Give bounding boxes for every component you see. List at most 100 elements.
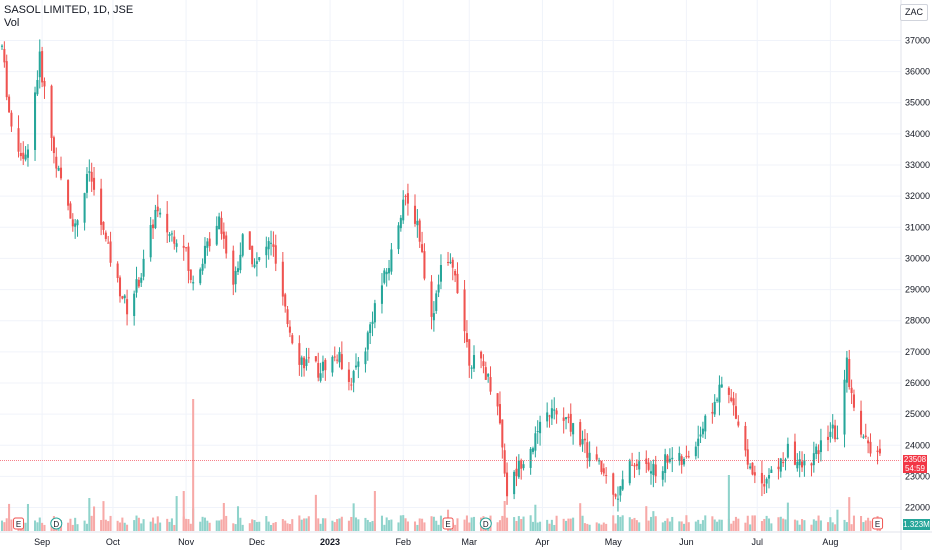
candle-body [548,415,551,417]
event-marker-label: E [875,520,880,529]
volume-bar [366,519,369,531]
dividend-marker-icon[interactable]: D [50,517,63,530]
candle-body [619,486,622,496]
volume-bar [185,518,188,531]
volume-bar [5,518,8,531]
volume-bar [716,521,719,531]
volume-bar [826,522,830,531]
last-price-value: 23508 [903,454,927,464]
volume-bar [215,520,218,531]
volume-bar [456,518,459,531]
volume-bar [38,517,41,531]
volume-bar [187,519,190,531]
volume-bar [133,520,136,531]
dividend-marker-icon[interactable]: D [479,517,492,530]
candle-body [423,251,426,279]
volume-bar [718,519,721,531]
volume-bar [529,515,532,531]
candle-body [88,171,91,173]
price-axis[interactable]: 22000 23000 24000 25000 26000 27000 28000 29000… [905,35,930,512]
volume-bar [565,520,568,531]
volume-bar [203,517,206,531]
volume-bar [782,518,785,531]
candle-body [270,242,273,244]
candle-body [140,277,143,283]
candle-body [272,244,275,247]
candle-body [605,475,608,477]
currency-button[interactable]: ZAC [900,4,928,21]
candle-body [867,440,870,444]
volume-bar [288,523,291,531]
volume-bar [90,515,93,531]
candle-body [69,203,72,219]
candle-body [534,433,537,451]
candle-body [26,149,29,158]
volume-bar [421,518,424,531]
volume-bar [206,520,209,531]
time-tick-label: Jun [679,537,694,547]
volume-bar [817,515,820,531]
candle-body [718,384,721,403]
candle-body [189,269,192,280]
symbol-title: SASOL LIMITED, 1D, JSE [4,4,134,16]
candle-body [793,441,796,465]
time-axis[interactable]: Sep Oct Nov Dec 2023 Feb Mar Apr May Jun Jul Aug [34,537,838,547]
candle-body [416,220,419,226]
volume-bar [616,515,619,531]
candle-body [413,205,417,224]
volume-bar [123,522,126,531]
candle-body [373,303,376,323]
volume-bar [373,491,376,531]
earnings-marker-icon[interactable]: E [13,517,25,530]
time-tick-label: May [605,537,623,547]
candle-body [666,455,669,463]
candle-body [567,416,570,418]
candle-body [142,258,145,277]
volume-bar [336,519,339,531]
volume-bar [798,524,801,531]
candle-body [468,339,471,366]
candle-body [225,235,228,254]
candle-body [784,459,787,461]
candle-body [515,468,518,477]
candle-body [123,295,126,299]
last-price-tag: 23508 54:59 [903,454,927,473]
candle-body [848,359,851,388]
candle-body [182,245,185,248]
volume-bar [770,523,773,531]
volume-bar [8,503,11,531]
volume-bar [727,475,730,531]
volume-bar [371,520,374,531]
candle-body [74,223,77,227]
candle-body [501,419,504,448]
volume-bar [168,521,171,531]
volume-bar [751,515,754,531]
candle-body [404,195,407,197]
candle-body [354,365,358,368]
volume-bar [10,519,13,531]
candle-body [694,446,697,457]
volume-bar [734,516,737,531]
time-tick-label: Mar [462,537,478,547]
volume-bar [704,515,707,531]
candle-body [288,326,291,333]
candle-body [600,460,603,472]
candle-body [208,238,211,247]
candle-body [649,471,653,474]
volume-bar [765,515,768,531]
volume-bar [701,520,704,531]
candle-body [586,442,589,458]
earnings-marker-icon[interactable]: E [872,517,884,530]
volume-bar [390,519,393,531]
volume-bar [286,523,289,531]
earnings-marker-icon[interactable]: E [442,517,454,530]
last-volume-tag: 1.323M [903,519,930,530]
candle-body [159,212,162,215]
volume-bar [801,519,804,531]
volume-bar [786,502,789,531]
volume-bar [496,522,499,531]
volume-bar [272,522,275,531]
volume-bar [369,522,372,531]
